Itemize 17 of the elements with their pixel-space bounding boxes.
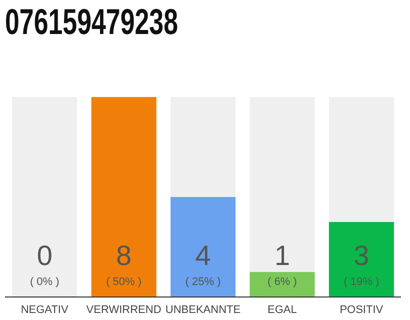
annotation: ( 50% ) (106, 276, 142, 288)
annotation: ( 25% ) (185, 276, 221, 288)
annotation: ( 0% ) (30, 276, 60, 288)
data-label: 4 (195, 240, 211, 271)
x-tick-label: UNBEKANNTE (165, 304, 241, 316)
x-tick-label: VERWIRREND (86, 304, 162, 316)
x-tick-label: NEGATIV (20, 304, 69, 316)
data-label: 0 (36, 240, 52, 271)
x-tick-label: POSITIV (340, 304, 384, 316)
x-tick-label: EGAL (268, 304, 297, 316)
chart-title: 076159479238 (5, 1, 178, 42)
bar (250, 272, 315, 297)
annotation: ( 6% ) (268, 276, 297, 288)
annotation: ( 19% ) (344, 276, 380, 288)
data-label: 3 (354, 240, 370, 271)
data-label: 1 (274, 240, 290, 271)
data-label: 8 (116, 240, 132, 271)
